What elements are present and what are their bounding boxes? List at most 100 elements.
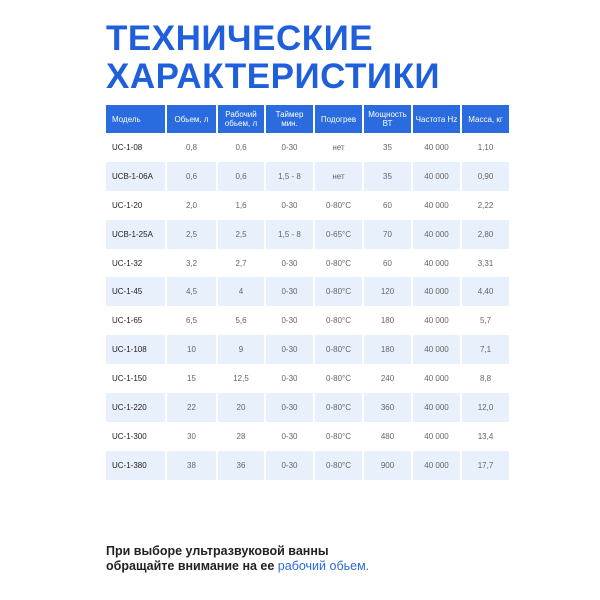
table-cell: 0-80°C [326,431,351,441]
table-cell: 0-30 [266,393,313,422]
table-cell: 0,8 [185,142,198,152]
table-cell: 40 000 [413,161,460,191]
table-cell: 22 [167,393,216,422]
model-cell: UC-1-300 [112,431,147,441]
table-cell: 2,7 [235,258,247,268]
table-cell: 0-30 [281,258,298,268]
table-cell: 6,5 [185,316,198,326]
table-cell: 0,90 [462,161,509,191]
model-cell: UC-1-150 [112,374,147,384]
table-cell: 2,80 [462,219,509,249]
table-cell: 40 000 [413,450,460,480]
table-cell: 0-80°C [326,316,351,326]
table-row: UC-1-380 38 36 0-30 0-80°C 900 40 000 17,7 [106,450,509,480]
table-cell: 36 [218,450,264,480]
table-cell: 40 000 [413,277,460,307]
table-row: UC-1-220 22 20 0-30 0-80°C 360 40 000 12,0 [106,393,509,422]
table-cell: 40 000 [424,142,449,152]
table-cell: 0-30 [266,450,313,480]
table-cell: 0-30 [281,374,298,384]
table-cell: 480 [380,431,395,441]
table-cell: 0-80°C [315,277,362,307]
model-cell: UC-1-108 [106,335,165,365]
table-cell: 40 000 [413,219,460,249]
table-cell: 900 [364,450,411,480]
footer-highlight: рабочий обьем. [277,559,370,573]
table-cell: 0-80°C [326,258,351,268]
table-cell: 17,7 [462,450,509,480]
model-cell: UCB-1-06A [106,161,165,191]
table-cell: 0-65°C [315,219,362,249]
table-cell: 40 000 [424,316,449,326]
table-cell: 40 000 [424,431,449,441]
specs-table: Модель Обьем, л Рабочий обьем, л Таймер мин… [104,105,511,480]
table-header-row: Модель Обьем, л Рабочий обьем, л Таймер мин… [106,105,509,133]
table-cell: 5,6 [235,316,247,326]
table-cell: 9 [218,335,264,365]
column-header: Обьем, л [167,105,216,133]
table-cell: 0-30 [281,200,298,210]
table-cell: нет [332,142,345,152]
table-cell: 4,40 [462,277,509,307]
table-cell: 1,5 - 8 [266,219,313,249]
table-cell: 20 [218,393,264,422]
table-cell: 60 [383,258,392,268]
table-cell: 0-80°C [326,200,351,210]
table-cell: 4 [218,277,264,307]
table-cell: 7,1 [462,335,509,365]
table-cell: 13,4 [477,431,494,441]
table-cell: 8,8 [479,374,492,384]
column-header: Частота Hz [413,105,460,133]
table-cell: 0-80°C [326,374,351,384]
table-cell: 40 000 [413,393,460,422]
table-cell: 360 [364,393,411,422]
table-cell: 0,6 [218,161,264,191]
column-header: Модель [106,105,165,133]
table-cell: 35 [364,161,411,191]
table-cell: 70 [364,219,411,249]
table-cell: 40 000 [424,258,449,268]
model-cell: UC-1-220 [106,393,165,422]
table-row: UC-1-108 10 9 0-30 0-80°C 180 40 000 7,1 [106,335,509,365]
model-cell: UCB-1-25A [106,219,165,249]
table-cell: 0-30 [281,316,298,326]
table-cell: 0-80°C [315,393,362,422]
table-cell: 0-80°C [315,335,362,365]
column-header: Рабочий обьем, л [218,105,264,133]
table-cell: 2,5 [218,219,264,249]
table-cell: 3,31 [477,258,494,268]
table-row: UC-1-65 6,5 5,6 0-30 0-80°C 180 40 000 5,7 [106,306,509,335]
footer-line-2: обращайте внимание на ее [106,559,278,573]
table-row: UCB-1-25A 2,5 2,5 1,5 - 8 0-65°C 70 40 000 2,80 [106,219,509,249]
table-cell: 35 [383,142,392,152]
title-line-1: ТЕХНИЧЕСКИЕ [106,19,374,58]
table-cell: 0-30 [281,142,298,152]
table-row: UCB-1-06A 0,6 0,6 1,5 - 8 нет 35 40 000 0,90 [106,161,509,191]
table-cell: 30 [187,431,196,441]
column-header: Подогрев [315,105,362,133]
table-cell: 1,10 [477,142,494,152]
table-cell: 60 [383,200,392,210]
footer-note: При выборе ультразвуковой ванны обращайт… [106,544,369,574]
table-cell: 12,5 [233,374,249,384]
model-cell: UC-1-380 [106,450,165,480]
table-cell: 12,0 [462,393,509,422]
table-cell: 1,5 - 8 [266,161,313,191]
table-cell: 0-30 [266,277,313,307]
table-cell: 15 [187,374,196,384]
model-cell: UC-1-08 [112,142,143,152]
title-line-2: ХАРАКТЕРИСТИКИ [106,57,441,96]
table-cell: 2,5 [167,219,216,249]
table-row: UC-1-08 0,8 0,6 0-30 нет 35 40 000 1,10 [106,133,509,162]
table-row: UC-1-20 2,0 1,6 0-30 0-80°C 60 40 000 2,22 [106,191,509,220]
table-cell: нет [315,161,362,191]
table-cell: 4,5 [167,277,216,307]
page-title: ТЕХНИЧЕСКИЕ ХАРАКТЕРИСТИКИ [106,20,440,96]
table-cell: 0-80°C [315,450,362,480]
table-cell: 120 [364,277,411,307]
footer-line-1: При выборе ультразвуковой ванны [106,544,329,558]
table-cell: 40 000 [413,335,460,365]
table-row: UC-1-300 30 28 0-30 0-80°C 480 40 000 13,4 [106,422,509,451]
table-cell: 180 [380,316,395,326]
table-cell: 240 [380,374,395,384]
